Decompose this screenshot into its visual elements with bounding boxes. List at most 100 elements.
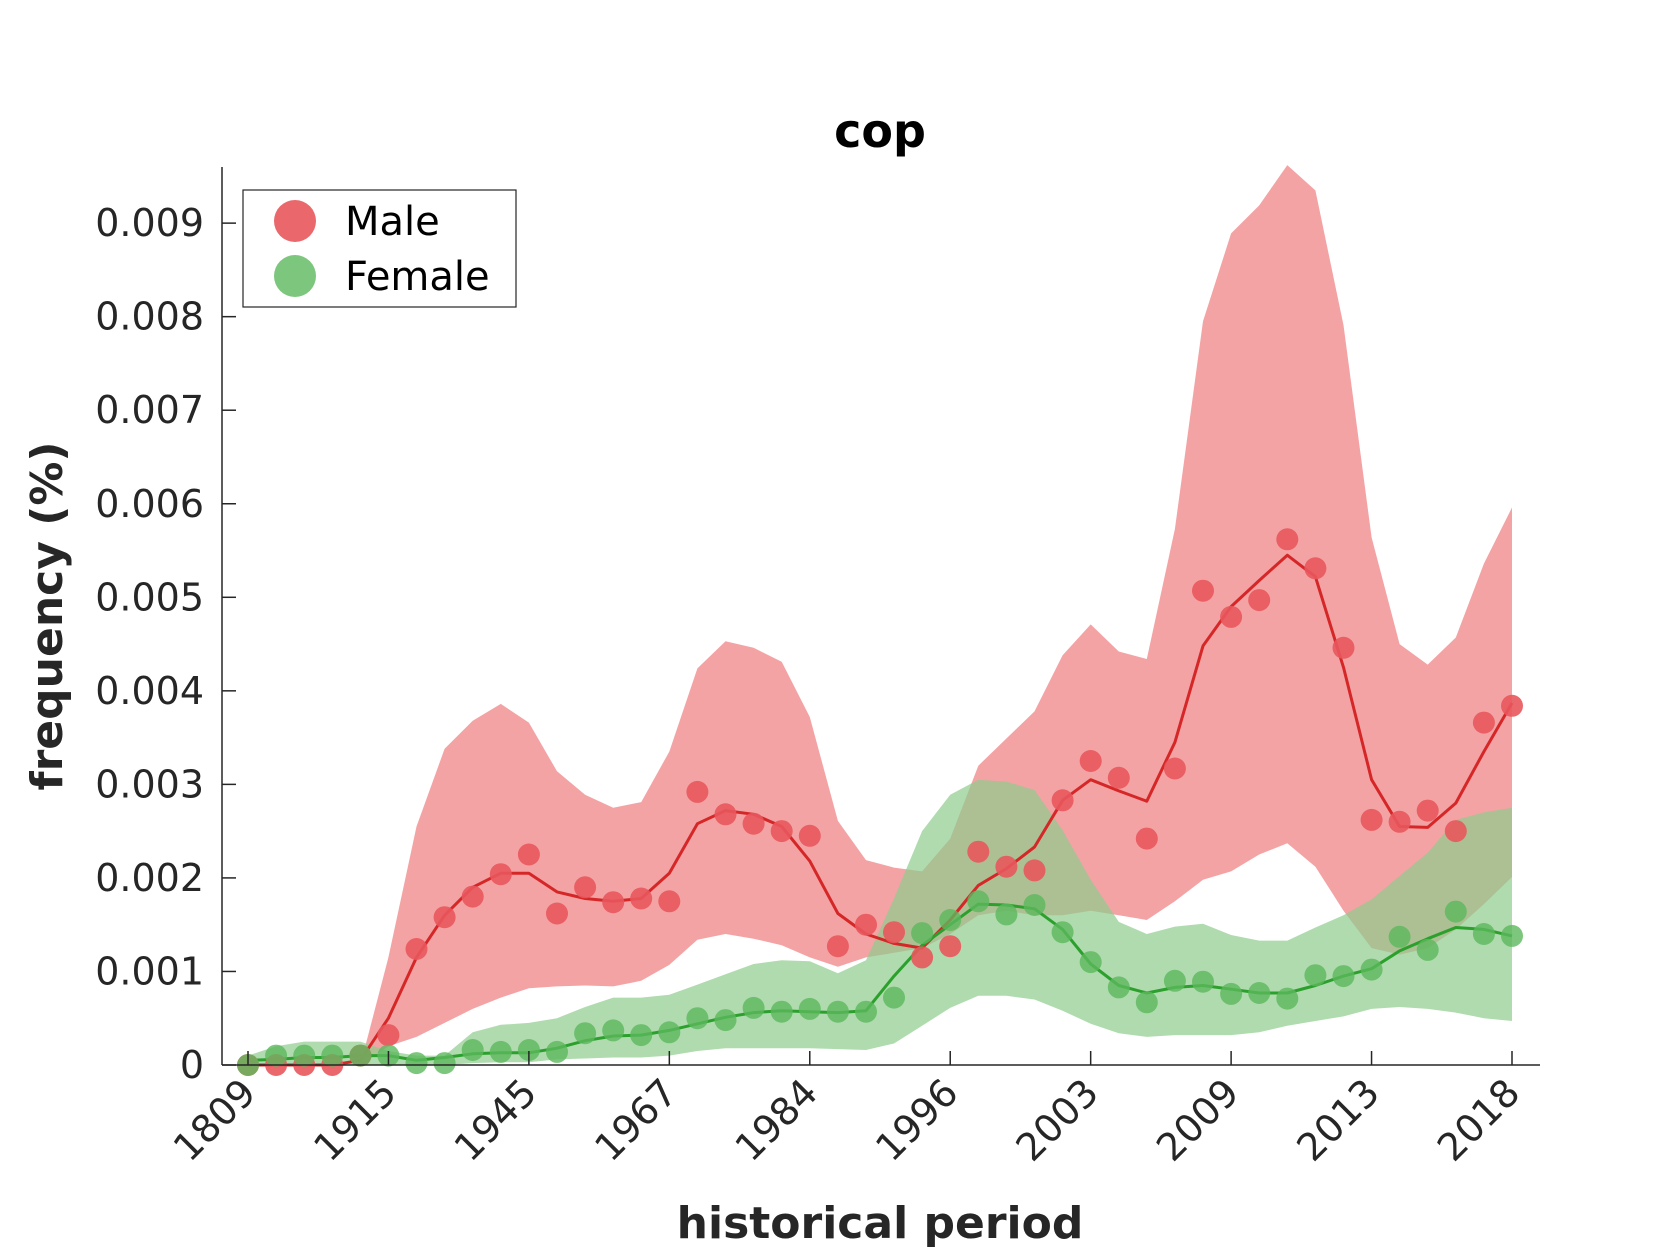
point-female (1444, 900, 1467, 923)
point-male (967, 840, 990, 863)
point-female (405, 1052, 428, 1075)
point-male (517, 843, 540, 866)
point-female (1276, 987, 1299, 1010)
point-female (1192, 970, 1214, 993)
point-male (1332, 636, 1355, 659)
point-male (742, 812, 765, 835)
point-female (1304, 964, 1327, 987)
point-female (1023, 894, 1046, 916)
x-tick-label: 1967 (586, 1070, 686, 1170)
point-male (1163, 757, 1186, 780)
point-female (1332, 965, 1355, 988)
x-tick-label: 1915 (305, 1070, 405, 1170)
point-male (630, 887, 653, 910)
y-ticks: 0 0.001 0.002 0.003 0.004 0.005 0.006 0.007 0.00… (95, 201, 236, 1087)
point-male (546, 902, 568, 925)
point-female (602, 1019, 625, 1042)
chart-title: cop (834, 104, 926, 158)
point-female (1388, 925, 1411, 948)
point-male (911, 946, 934, 969)
y-tick-label: 0.005 (95, 575, 204, 619)
point-female (995, 903, 1018, 926)
point-female (1135, 991, 1158, 1014)
point-male (1276, 528, 1299, 551)
point-male (1304, 557, 1327, 580)
point-female (265, 1044, 288, 1067)
point-male (686, 780, 709, 803)
point-female (1360, 958, 1383, 981)
point-female (461, 1039, 484, 1061)
point-male (1135, 827, 1158, 850)
point-male (1388, 810, 1411, 833)
point-male (826, 935, 849, 958)
point-male (1416, 799, 1439, 822)
point-male (658, 890, 681, 913)
point-female (1472, 923, 1495, 945)
y-axis-label: frequency (%) (22, 441, 73, 790)
point-male (1079, 750, 1102, 772)
point-female (1051, 921, 1074, 944)
point-male (770, 820, 793, 843)
x-tick-label: 2003 (1008, 1070, 1108, 1170)
point-male (433, 906, 456, 929)
data-points (237, 528, 1523, 1076)
y-tick-label: 0.002 (95, 856, 204, 900)
point-female (321, 1044, 344, 1067)
point-male (798, 824, 821, 847)
point-female (742, 996, 765, 1019)
point-female (911, 922, 934, 945)
point-female (855, 1000, 877, 1023)
point-female (770, 1000, 793, 1023)
point-male (1051, 789, 1074, 812)
point-male (1472, 711, 1495, 734)
point-female (798, 997, 821, 1020)
point-male (995, 855, 1018, 878)
band-female (248, 779, 1512, 1065)
x-tick-label: 1996 (867, 1070, 967, 1170)
line-male (248, 553, 1514, 1067)
point-female (1416, 938, 1439, 961)
confidence-bands (248, 165, 1512, 1066)
point-female (1163, 969, 1186, 992)
x-tick-label: 1945 (446, 1070, 546, 1170)
point-female (1220, 982, 1243, 1005)
point-female (939, 909, 962, 931)
point-male (1023, 859, 1046, 882)
x-tick-label: 2018 (1429, 1070, 1529, 1170)
point-male (714, 803, 737, 826)
point-female (489, 1040, 512, 1063)
point-female (433, 1052, 456, 1075)
legend-marker-female (274, 255, 316, 297)
x-axis-label: historical period (677, 1198, 1084, 1249)
x-tick-label: 2013 (1288, 1070, 1388, 1170)
legend-label-female: Female (345, 254, 490, 300)
point-female (826, 1000, 849, 1023)
legend-label-male: Male (345, 199, 440, 245)
point-male (1107, 766, 1130, 789)
line-female (247, 902, 1513, 1062)
point-male (883, 921, 905, 944)
point-female (658, 1021, 681, 1044)
point-male (461, 885, 484, 908)
x-ticks: 1809 1915 1945 1967 1984 1996 2003 2009 2013 2018 (165, 1051, 1529, 1170)
point-male (939, 935, 962, 958)
point-female (967, 890, 990, 913)
point-male (405, 938, 428, 960)
y-tick-label: 0.006 (95, 482, 204, 526)
x-tick-label: 1984 (727, 1070, 827, 1170)
point-female (293, 1044, 316, 1067)
point-male (855, 913, 877, 936)
point-male (1501, 694, 1523, 717)
point-male (377, 1024, 400, 1047)
point-female (714, 1009, 737, 1032)
point-male (574, 876, 597, 899)
smoothed-lines (247, 553, 1514, 1067)
point-male (1192, 579, 1214, 602)
point-female (517, 1039, 540, 1061)
legend: Male Female (242, 189, 517, 308)
y-tick-label: 0 (180, 1043, 204, 1087)
point-female (1107, 976, 1130, 999)
point-male (1360, 808, 1383, 831)
y-tick-label: 0.008 (95, 295, 204, 339)
